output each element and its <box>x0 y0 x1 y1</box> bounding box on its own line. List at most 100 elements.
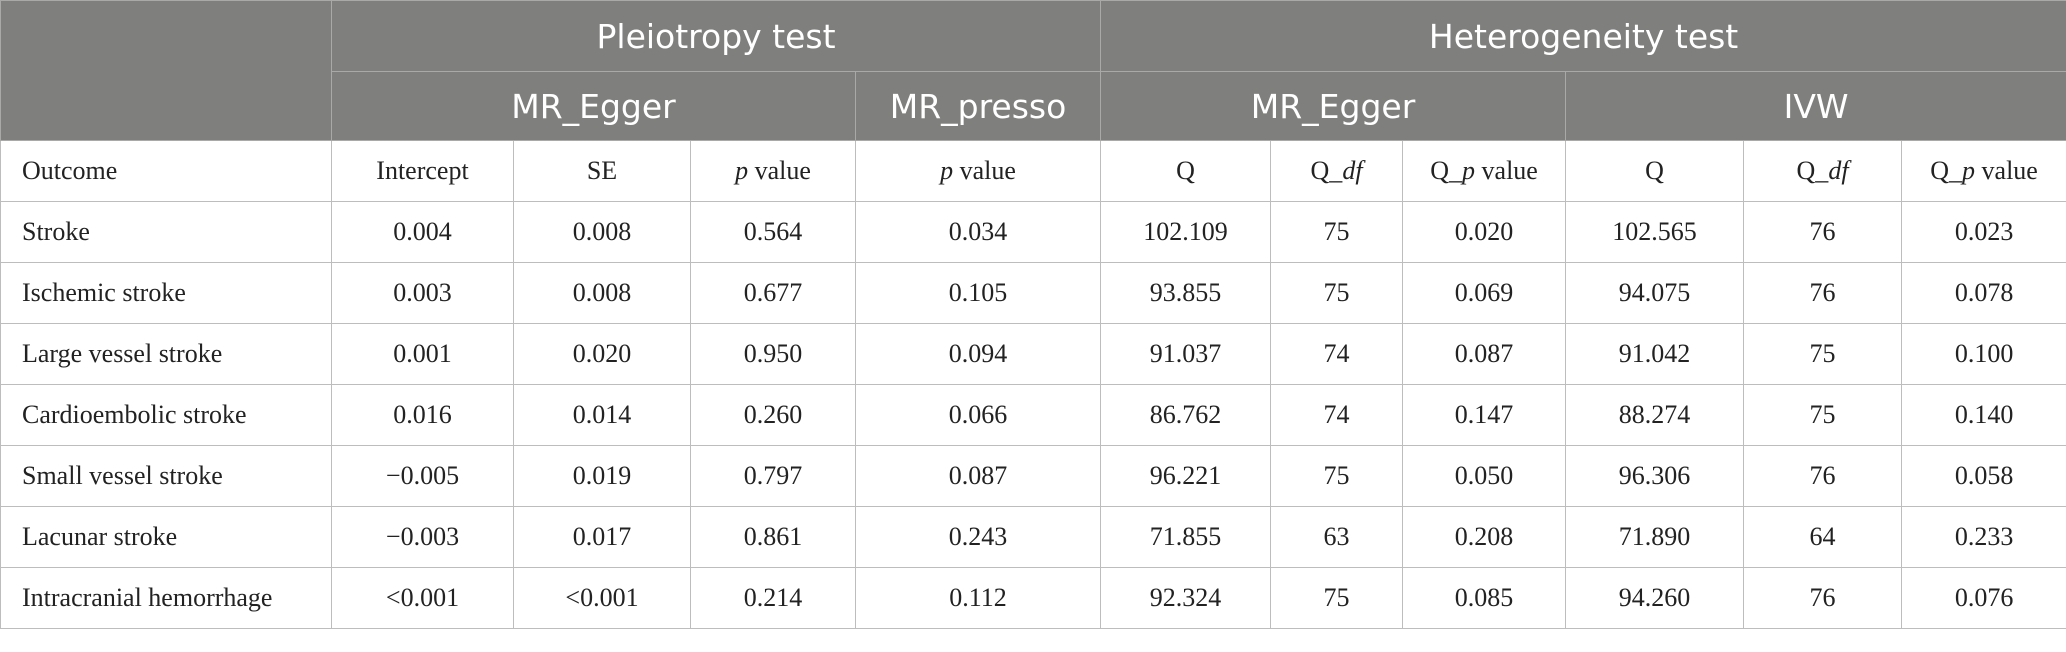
value-cell: 0.233 <box>1901 506 2066 568</box>
outcome-cell: Ischemic stroke <box>0 262 332 324</box>
value-cell: 0.004 <box>331 201 514 263</box>
value-cell: 0.014 <box>513 384 691 446</box>
column-header: p value <box>854 140 1102 202</box>
value-cell: 75 <box>1743 384 1903 446</box>
subgroup-header: MR_presso <box>854 71 1102 141</box>
value-cell: 0.023 <box>1901 201 2066 263</box>
value-cell: 0.100 <box>1901 323 2066 385</box>
value-cell: 0.085 <box>1402 567 1567 629</box>
column-header: Q <box>1565 140 1745 202</box>
data-row: Small vessel stroke −0.005 0.019 0.797 0.087… <box>0 445 2066 507</box>
column-header: SE <box>513 140 691 202</box>
outcome-cell: Stroke <box>0 201 332 263</box>
header-text: value <box>1975 156 2038 185</box>
value-cell: 75 <box>1270 445 1404 507</box>
value-cell: 92.324 <box>1100 567 1272 629</box>
header-text: p <box>1462 156 1476 185</box>
value-cell: 76 <box>1743 262 1903 324</box>
value-cell: 0.050 <box>1402 445 1567 507</box>
data-row: Cardioembolic stroke 0.016 0.014 0.260 0.066… <box>0 384 2066 446</box>
value-cell: 0.020 <box>513 323 691 385</box>
value-cell: 0.003 <box>331 262 514 324</box>
column-header: Q_p value <box>1402 140 1567 202</box>
value-cell: 74 <box>1270 323 1404 385</box>
subgroup-header: MR_Egger <box>331 71 856 141</box>
value-cell: 71.890 <box>1565 506 1745 568</box>
value-cell: −0.005 <box>331 445 514 507</box>
value-cell: 0.105 <box>854 262 1102 324</box>
value-cell: 0.058 <box>1901 445 2066 507</box>
data-row: Lacunar stroke −0.003 0.017 0.861 0.243 71.85… <box>0 506 2066 568</box>
value-cell: 96.221 <box>1100 445 1272 507</box>
data-row: Intracranial hemorrhage <0.001 <0.001 0.214… <box>0 567 2066 629</box>
value-cell: 0.112 <box>854 567 1102 629</box>
value-cell: 94.075 <box>1565 262 1745 324</box>
value-cell: 64 <box>1743 506 1903 568</box>
outcome-cell: Cardioembolic stroke <box>0 384 332 446</box>
value-cell: 0.017 <box>513 506 691 568</box>
value-cell: 0.020 <box>1402 201 1567 263</box>
value-cell: 0.094 <box>854 323 1102 385</box>
value-cell: 0.797 <box>690 445 856 507</box>
value-cell: 0.087 <box>854 445 1102 507</box>
subgroup-header: MR_Egger <box>1100 71 1567 141</box>
value-cell: <0.001 <box>331 567 514 629</box>
header-text: df <box>1828 156 1849 185</box>
value-cell: 0.260 <box>690 384 856 446</box>
value-cell: 0.677 <box>690 262 856 324</box>
value-cell: 102.109 <box>1100 201 1272 263</box>
group-header: Pleiotropy test <box>330 0 1102 72</box>
header-text: df <box>1342 156 1363 185</box>
column-header: Outcome <box>0 140 332 202</box>
value-cell: 0.140 <box>1901 384 2066 446</box>
header-text: p <box>940 156 954 185</box>
value-cell: 0.214 <box>690 567 856 629</box>
value-cell: 0.034 <box>854 201 1102 263</box>
column-header: Q_df <box>1743 140 1903 202</box>
header-text: p <box>1962 156 1976 185</box>
value-cell: 88.274 <box>1565 384 1745 446</box>
group-header: Heterogeneity test <box>1100 0 2066 72</box>
value-cell: 0.147 <box>1402 384 1567 446</box>
column-header: Q_df <box>1270 140 1404 202</box>
header-text: Q_ <box>1310 156 1343 185</box>
column-header: Intercept <box>331 140 514 202</box>
header-text: value <box>748 156 811 185</box>
value-cell: 76 <box>1743 201 1903 263</box>
value-cell: 93.855 <box>1100 262 1272 324</box>
value-cell: 0.861 <box>690 506 856 568</box>
column-header-row: Outcome Intercept SE p value p value Q Q_df Q_p… <box>0 140 2066 202</box>
column-header: p value <box>690 140 856 202</box>
outcome-cell: Lacunar stroke <box>0 506 332 568</box>
header-text: Q <box>1176 156 1195 185</box>
value-cell: 76 <box>1743 445 1903 507</box>
value-cell: 0.019 <box>513 445 691 507</box>
value-cell: 0.078 <box>1901 262 2066 324</box>
value-cell: 0.564 <box>690 201 856 263</box>
header-text: p <box>735 156 749 185</box>
header-text: Q_ <box>1430 156 1463 185</box>
value-cell: 74 <box>1270 384 1404 446</box>
value-cell: 75 <box>1270 567 1404 629</box>
header-text: value <box>953 156 1016 185</box>
value-cell: 91.042 <box>1565 323 1745 385</box>
subgroup-header: IVW <box>1565 71 2066 141</box>
value-cell: 96.306 <box>1565 445 1745 507</box>
value-cell: 0.208 <box>1402 506 1567 568</box>
value-cell: 0.008 <box>513 262 691 324</box>
table-body: Outcome Intercept SE p value p value Q Q_df Q_p… <box>0 140 2066 629</box>
value-cell: 0.087 <box>1402 323 1567 385</box>
value-cell: 0.950 <box>690 323 856 385</box>
value-cell: 75 <box>1743 323 1903 385</box>
header-text: Q <box>1645 156 1664 185</box>
data-row: Stroke 0.004 0.008 0.564 0.034 102.109 75 0.020… <box>0 201 2066 263</box>
value-cell: 0.069 <box>1402 262 1567 324</box>
value-cell: 91.037 <box>1100 323 1272 385</box>
value-cell: 94.260 <box>1565 567 1745 629</box>
value-cell: 75 <box>1270 201 1404 263</box>
value-cell: <0.001 <box>513 567 691 629</box>
value-cell: −0.003 <box>331 506 514 568</box>
column-header: Q <box>1100 140 1272 202</box>
value-cell: 76 <box>1743 567 1903 629</box>
